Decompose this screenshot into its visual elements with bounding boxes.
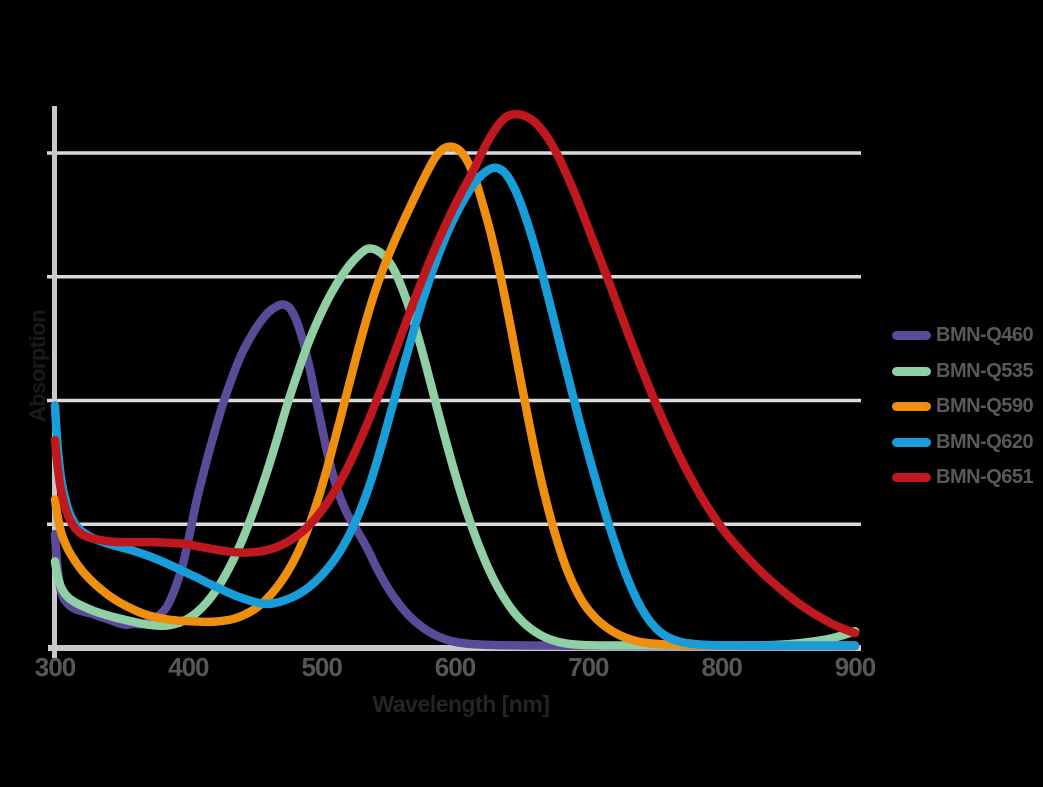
legend-marker-icon — [892, 331, 931, 340]
series-line-BMN-Q590 — [50, 142, 860, 650]
x-tick-label-300: 300 — [34, 652, 76, 682]
legend-label: BMN-Q535 — [936, 359, 1034, 382]
x-axis-title: Wavelength [nm] — [372, 691, 550, 717]
series-line-BMN-Q620 — [50, 163, 860, 650]
legend-marker-icon — [892, 402, 931, 411]
legend-label: BMN-Q590 — [936, 395, 1034, 417]
legend-label: BMN-Q651 — [936, 466, 1034, 488]
legend-item-BMN-Q620: BMN-Q620 — [892, 429, 1034, 456]
legend-label: BMN-Q460 — [936, 324, 1034, 346]
legend-item-BMN-Q590: BMN-Q590 — [892, 393, 1034, 420]
series-line-BMN-Q535 — [50, 244, 860, 650]
x-tick-label-600: 600 — [434, 652, 476, 682]
series-line-BMN-Q651 — [50, 109, 860, 638]
legend-item-BMN-Q460: BMN-Q460 — [892, 322, 1034, 349]
series-line-BMN-Q460 — [50, 300, 860, 651]
legend-item-BMN-Q651: BMN-Q651 — [892, 464, 1034, 491]
legend-item-BMN-Q535: BMN-Q535 — [892, 358, 1034, 385]
legend-label: BMN-Q620 — [936, 430, 1034, 453]
legend-marker-icon — [892, 366, 931, 376]
x-tick-label-900: 900 — [834, 652, 876, 682]
legend-marker-icon — [892, 473, 931, 482]
x-tick-label-400: 400 — [168, 652, 209, 682]
legend: BMN-Q460 BMN-Q535 BMN-Q590 BMN-Q620 BMN-Q651 — [892, 322, 1034, 500]
x-tick-label-700: 700 — [568, 652, 609, 682]
x-tick-label-800: 800 — [701, 652, 742, 682]
x-tick-label-500: 500 — [301, 652, 342, 682]
legend-marker-icon — [892, 437, 931, 447]
y-axis-title: Absorption — [25, 309, 50, 423]
